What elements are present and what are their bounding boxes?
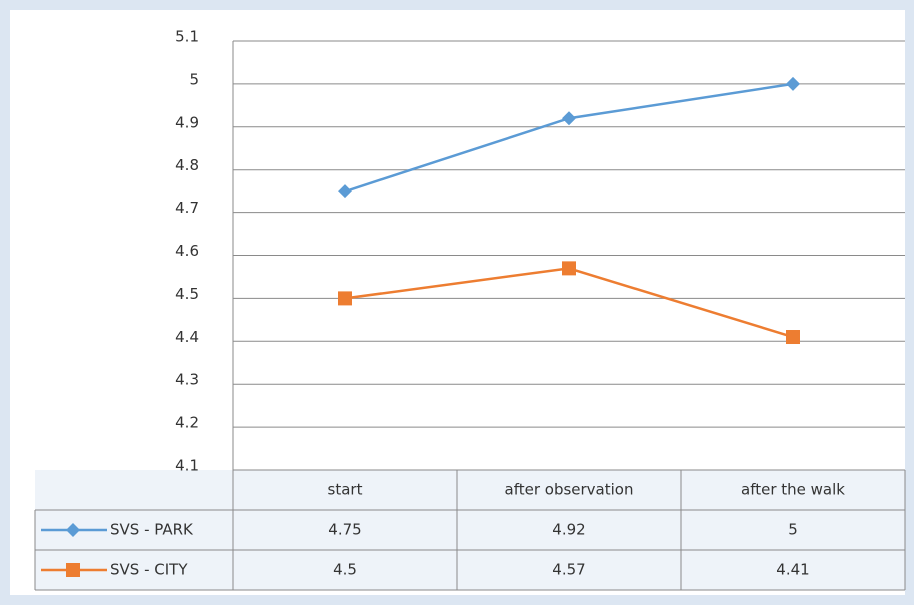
point [786, 330, 800, 345]
x-tick-label: after the walk [741, 481, 845, 499]
y-tick-label: 4.1 [175, 457, 199, 475]
x-tick-label: start [328, 481, 363, 499]
table-value: 5 [788, 521, 798, 539]
y-tick-label: 4.6 [175, 242, 199, 260]
legend-marker [66, 523, 80, 537]
y-tick-label: 4.2 [175, 414, 199, 432]
y-tick-label: 4.8 [175, 156, 199, 174]
y-tick-label: 5 [189, 70, 199, 88]
legend-label: SVS - PARK [110, 521, 194, 539]
y-tick-label: 4.5 [175, 285, 199, 303]
legend-label: SVS - CITY [110, 561, 188, 579]
y-tick-label: 4.9 [175, 113, 199, 131]
y-tick-label: 4.7 [175, 199, 199, 217]
point [562, 261, 576, 276]
point [338, 184, 352, 199]
table-value: 4.75 [328, 521, 361, 539]
table-value: 4.41 [776, 561, 809, 579]
legend-marker [66, 563, 80, 577]
y-tick-label: 4.3 [175, 371, 199, 389]
point [562, 111, 576, 126]
y-tick-label: 5.1 [175, 28, 199, 46]
data-table-bg [35, 470, 905, 590]
x-tick-label: after observation [505, 481, 634, 499]
point [786, 76, 800, 91]
y-tick-label: 4.4 [175, 328, 199, 346]
table-value: 4.92 [552, 521, 585, 539]
point [338, 291, 352, 306]
table-value: 4.5 [333, 561, 357, 579]
table-value: 4.57 [552, 561, 585, 579]
